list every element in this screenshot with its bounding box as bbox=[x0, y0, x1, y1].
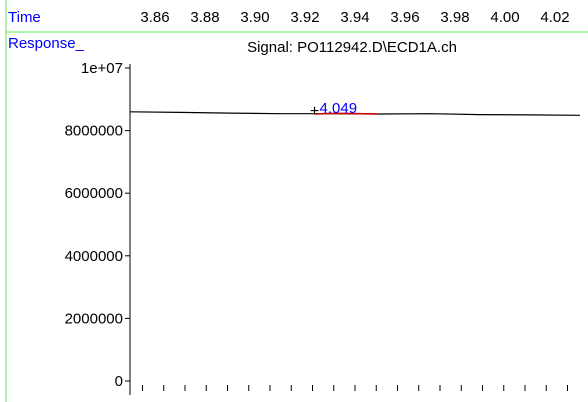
x-tick-label: 3.88 bbox=[190, 9, 219, 26]
x-tick-label: 3.86 bbox=[140, 9, 169, 26]
x-tick-label: 3.98 bbox=[440, 9, 469, 26]
bottom-minor-ticks bbox=[142, 385, 568, 391]
x-axis-ticks: 3.86 3.88 3.90 3.92 3.94 3.96 3.98 4.00 4.02 bbox=[140, 9, 569, 26]
peak-annotations: +4.049 bbox=[310, 100, 357, 120]
peak-retention-label: 4.049 bbox=[320, 100, 358, 117]
y-axis: 0 2000000 4000000 6000000 8000000 1e+07 bbox=[65, 60, 131, 395]
x-axis-label: Time bbox=[8, 9, 41, 26]
y-tick-label: 0 bbox=[115, 373, 123, 390]
chart-title: Signal: PO112942.D\ECD1A.ch bbox=[247, 39, 457, 56]
x-tick-label: 3.94 bbox=[340, 9, 369, 26]
y-tick-label: 8000000 bbox=[65, 123, 123, 140]
y-tick-label: 2000000 bbox=[65, 310, 123, 327]
x-tick-label: 4.02 bbox=[540, 9, 569, 26]
x-tick-label: 3.90 bbox=[240, 9, 269, 26]
x-tick-label: 3.92 bbox=[290, 9, 319, 26]
peak-marker: + bbox=[310, 103, 319, 120]
y-tick-label: 6000000 bbox=[65, 185, 123, 202]
peak-trace bbox=[314, 112, 378, 115]
x-tick-label: 3.96 bbox=[390, 9, 419, 26]
x-tick-label: 4.00 bbox=[490, 9, 519, 26]
y-axis-label: Response_ bbox=[8, 35, 85, 52]
y-tick-label: 1e+07 bbox=[81, 60, 123, 77]
signal-series bbox=[129, 111, 581, 116]
y-tick-label: 4000000 bbox=[65, 248, 123, 265]
